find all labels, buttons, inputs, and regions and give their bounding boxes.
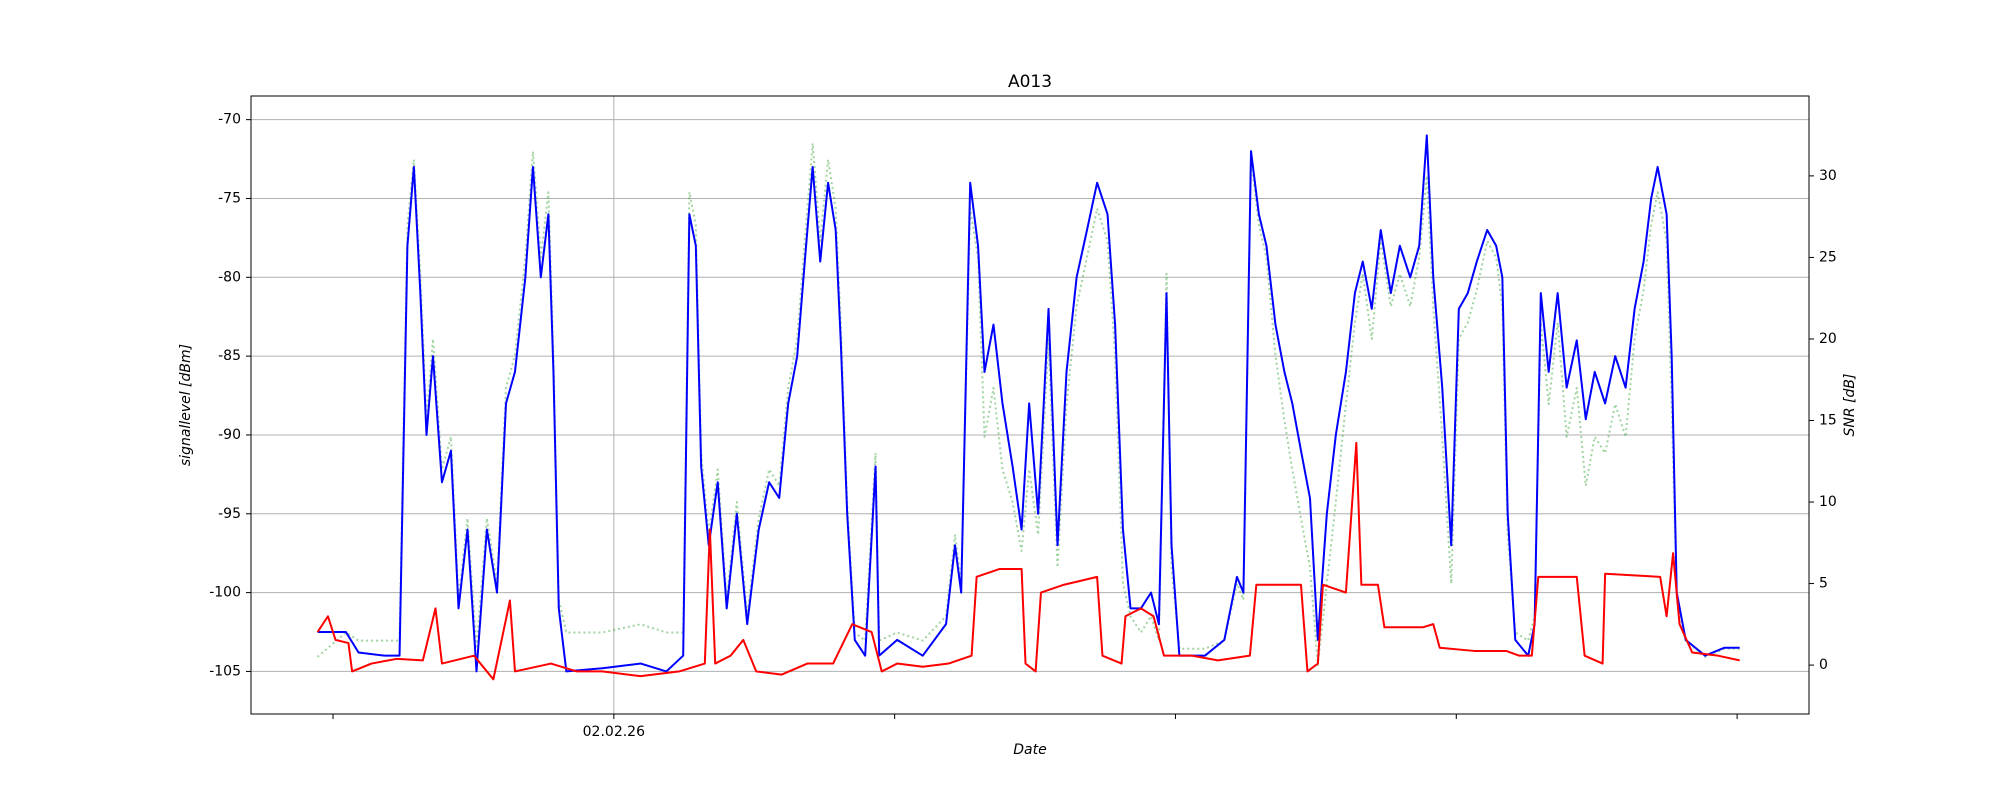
- series-line: [316, 441, 1740, 681]
- chart-title: A013: [1008, 72, 1052, 92]
- y-axis-label: signallevel [dBm]: [178, 344, 194, 466]
- y2-tick-label: 15: [1819, 412, 1837, 428]
- y-tick-label: -100: [209, 585, 241, 601]
- y-tick-label: -105: [209, 663, 241, 679]
- y-tick-label: -70: [218, 112, 241, 128]
- y2-tick-label: 30: [1819, 168, 1837, 184]
- y-tick-label: -85: [218, 348, 241, 364]
- y2-tick-label: 10: [1819, 494, 1837, 510]
- plot-frame: [250, 95, 1810, 715]
- y2-tick-label: 0: [1819, 657, 1828, 673]
- series-line: [316, 142, 1740, 667]
- y2-tick-label: 25: [1819, 249, 1837, 265]
- y2-axis-label: SNR [dB]: [1842, 374, 1858, 437]
- x-axis-label: Date: [1013, 742, 1046, 758]
- y-tick-label: -75: [218, 190, 241, 206]
- y-tick-label: -95: [218, 506, 241, 522]
- x-tick-label: 02.02.26: [583, 724, 645, 740]
- series-line: [317, 134, 1740, 673]
- y2-tick-label: 20: [1819, 331, 1837, 347]
- y-tick-label: -90: [218, 427, 241, 443]
- y2-tick-label: 5: [1819, 576, 1828, 592]
- y-tick-label: -80: [218, 269, 241, 285]
